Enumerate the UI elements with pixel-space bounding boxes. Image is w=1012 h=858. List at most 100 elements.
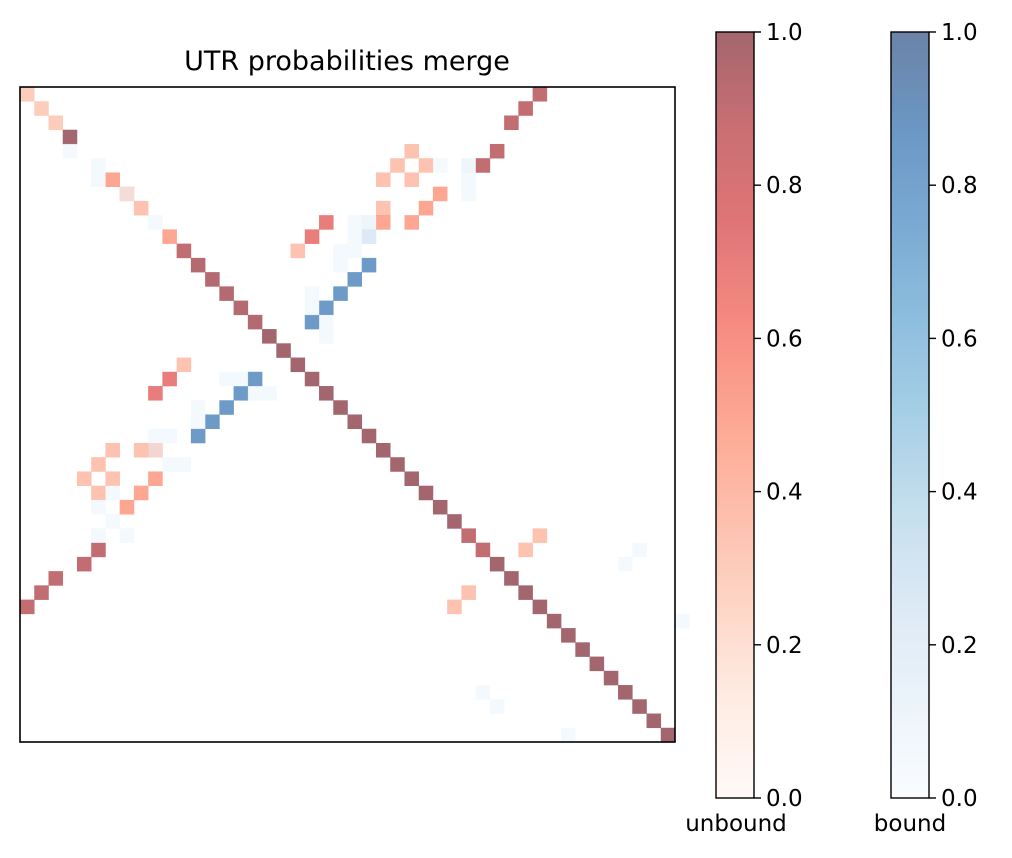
heatmap-cell-unbound (162, 229, 177, 244)
heatmap-cell-unbound (304, 371, 320, 387)
heatmap-cell-unbound (404, 471, 419, 486)
colorbar-unbound-tick-label: 0.8 (766, 173, 803, 199)
heatmap-cell-bound (105, 514, 120, 529)
heatmap-cell-bound (162, 457, 177, 472)
heatmap-cell-bound (148, 428, 163, 444)
heatmap-cell-unbound (618, 685, 633, 700)
heatmap-cell-unbound (404, 172, 419, 187)
heatmap-cell-unbound (561, 628, 576, 643)
colorbar-unbound-tick-label: 0.2 (766, 633, 803, 659)
heatmap-cell-unbound (375, 442, 391, 458)
heatmap-cell-unbound (390, 158, 405, 173)
colorbar-bound-tick-label: 0.4 (941, 480, 978, 506)
heatmap-cell-bound (162, 428, 177, 444)
heatmap-cell-bound (119, 528, 135, 543)
heatmap-cell-bound (618, 556, 633, 572)
heatmap-cell-bound (91, 172, 106, 187)
heatmap-cell-bound (205, 414, 220, 430)
heatmap-cell-bound (219, 371, 234, 387)
heatmap-cell-unbound (475, 542, 491, 558)
heatmap-cell-unbound (105, 442, 120, 458)
heatmap-cell-unbound (404, 215, 419, 230)
heatmap-cell-unbound (447, 514, 462, 529)
chart-title: UTR probabilities merge (184, 46, 510, 77)
heatmap-cell-unbound (333, 400, 348, 415)
heatmap-cell-unbound (518, 542, 533, 558)
heatmap-cell-unbound (148, 386, 163, 401)
heatmap-cell-bound (461, 158, 476, 173)
heatmap-cell-unbound (133, 485, 149, 501)
heatmap-cell-unbound (404, 143, 419, 159)
heatmap-cell-bound (304, 286, 320, 301)
heatmap-cell-unbound (290, 357, 306, 373)
heatmap-cell-unbound (319, 386, 334, 401)
heatmap-cell-unbound (375, 172, 391, 187)
heatmap-cell-unbound (34, 101, 49, 116)
colorbar-unbound-tick-label: 0.6 (766, 326, 803, 352)
heatmap-cell-unbound (347, 414, 363, 430)
heatmap-cell-unbound (48, 571, 64, 586)
heatmap-cell-unbound (304, 229, 320, 244)
heatmap-cell-bound (347, 215, 363, 230)
heatmap-cell-unbound (48, 115, 64, 131)
heatmap-cell-bound (361, 215, 377, 230)
heatmap-cell-unbound (133, 442, 149, 458)
heatmap-cell-bound (361, 229, 377, 244)
heatmap-cell-bound (190, 414, 206, 430)
colorbar-bound: 0.0 0.2 0.4 0.6 0.8 1.0 bound (874, 20, 978, 837)
heatmap-cell-unbound (361, 428, 377, 444)
heatmap-cell-bound (347, 229, 363, 244)
colorbar-bound-tick-label: 1.0 (941, 20, 978, 46)
heatmap-cell-bound (304, 314, 320, 330)
heatmap-cell-unbound (20, 599, 35, 615)
colorbar-unbound: 0.0 0.2 0.4 0.6 0.8 1.0 unbound (685, 20, 802, 837)
colorbar-bound-gradient (891, 32, 929, 798)
heatmap-cell-unbound (190, 257, 206, 273)
heatmap-cell-unbound (532, 599, 548, 615)
heatmap-cell-bound (190, 428, 206, 444)
heatmap-cell-unbound (418, 200, 434, 216)
heatmap-cell-unbound (432, 186, 448, 202)
heatmap-cell-bound (347, 272, 363, 287)
heatmap-cell-unbound (205, 272, 220, 287)
colorbar-unbound-tick-label: 0.0 (766, 786, 803, 812)
heatmap-cell-bound (333, 286, 348, 301)
heatmap-cell-unbound (276, 343, 291, 358)
heatmap-cell-unbound (91, 542, 106, 558)
heatmap-cell-bound (304, 300, 320, 316)
heatmap-cell-unbound (475, 158, 491, 173)
heatmap-cell-unbound (133, 200, 149, 216)
heatmap-cell-unbound (489, 556, 505, 572)
heatmap-cell-bound (247, 386, 263, 401)
heatmap-frame (19, 86, 676, 743)
heatmap-cell-unbound (504, 571, 519, 586)
heatmap-cell-bound (489, 699, 505, 714)
colorbar-bound-label: bound (874, 811, 946, 837)
heatmap-cell-bound (233, 386, 249, 401)
heatmap-cell-unbound (375, 200, 391, 216)
heatmap-cell-bound (319, 314, 334, 330)
heatmap-cell-unbound (176, 243, 192, 259)
heatmap-cell-unbound (119, 499, 135, 515)
heatmap-cell-bound (461, 186, 476, 202)
heatmap-cell-bound (675, 613, 690, 629)
heatmap-cell-unbound (589, 656, 605, 672)
colorbar-unbound-tick-label: 1.0 (766, 20, 803, 46)
colorbar-unbound-frame (715, 31, 755, 799)
heatmap-cell-bound (319, 300, 334, 316)
heatmap-cell-bound (632, 542, 647, 558)
heatmap-cell-bound (105, 485, 120, 501)
heatmap-cell-unbound (262, 329, 277, 344)
heatmap-cell-unbound (489, 143, 505, 159)
heatmap-cell-unbound (233, 300, 249, 316)
heatmap-cell-bound (361, 257, 377, 273)
heatmap-cell-unbound (504, 115, 519, 131)
heatmap-cell-unbound (518, 101, 533, 116)
heatmap-cell-unbound (375, 215, 391, 230)
heatmap-cell-bound (347, 243, 363, 259)
heatmap-cell-unbound (575, 642, 590, 657)
colorbar-unbound-ticks: 0.0 0.2 0.4 0.6 0.8 1.0 (754, 20, 803, 812)
heatmap-cell-unbound (62, 129, 78, 145)
heatmap-cell-bound (333, 243, 348, 259)
